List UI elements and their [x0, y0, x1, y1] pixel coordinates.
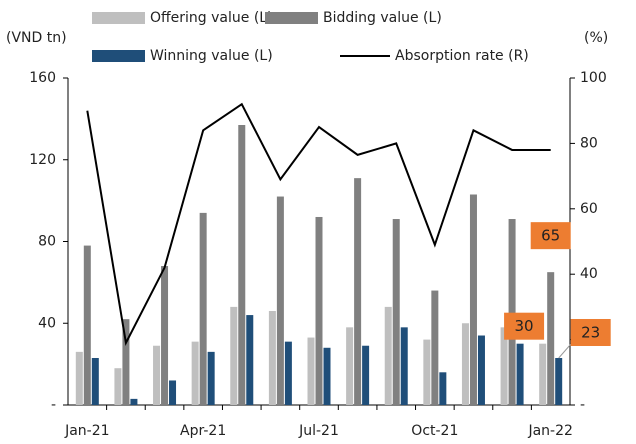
bar	[284, 341, 292, 405]
bar	[238, 125, 246, 405]
bar	[469, 194, 477, 405]
bar	[547, 272, 555, 405]
legend-label: Winning value (L)	[150, 48, 273, 64]
legend-label: Bidding value (L)	[323, 10, 442, 26]
bar	[75, 351, 83, 405]
data-label-box	[570, 318, 611, 346]
bar	[323, 347, 331, 405]
y-tick-label: 120	[29, 152, 56, 168]
bar	[500, 327, 508, 405]
bar	[191, 341, 199, 405]
bar	[508, 219, 516, 405]
data-label: 65	[541, 227, 560, 245]
bar	[153, 345, 161, 405]
bar	[477, 335, 485, 405]
x-tick-label: Oct-21	[411, 423, 458, 439]
data-label-box	[530, 222, 571, 250]
bar	[423, 339, 431, 405]
bar	[169, 380, 177, 405]
legend-swatch	[265, 12, 318, 24]
bar	[246, 315, 254, 405]
bar	[268, 310, 276, 405]
bar	[346, 327, 354, 405]
bar	[114, 368, 122, 405]
y-axis-label: (VND tn)	[6, 30, 67, 46]
bar	[230, 306, 238, 405]
bar	[83, 245, 91, 405]
bar	[439, 372, 447, 405]
bar	[307, 337, 315, 405]
bar	[392, 219, 400, 405]
x-tick-label: Jan-22	[527, 423, 572, 439]
legend-label: Absorption rate (R)	[395, 48, 529, 64]
x-tick-label: Jan-21	[64, 423, 109, 439]
data-label: 30	[515, 317, 534, 335]
bar	[207, 351, 215, 405]
y-tick-label: 80	[38, 234, 56, 250]
x-tick-label: Jul-21	[298, 423, 339, 439]
data-label: 23	[581, 323, 600, 341]
y2-tick-label: 100	[580, 70, 607, 86]
bar	[354, 178, 362, 405]
y2-tick-label: -	[580, 397, 585, 413]
y2-tick-label: 60	[580, 201, 598, 217]
y-tick-label: 40	[38, 315, 56, 331]
y2-tick-label: 80	[580, 135, 598, 151]
bar	[276, 196, 284, 405]
legend-label: Offering value (L)	[150, 10, 273, 26]
bar	[91, 357, 99, 405]
line	[86, 102, 551, 347]
y-tick-label: 160	[29, 70, 56, 86]
y2-tick-label: 40	[580, 266, 598, 282]
bar	[555, 357, 563, 405]
bar	[516, 343, 524, 405]
x-tick-label: Apr-21	[180, 423, 226, 439]
bar	[161, 266, 169, 405]
bar	[384, 306, 392, 405]
bar	[122, 319, 130, 405]
legend-swatch	[92, 12, 145, 24]
data-label-box	[504, 312, 545, 340]
y-tick-label: -	[51, 397, 56, 413]
bar	[539, 343, 547, 405]
bar	[199, 212, 207, 405]
bar	[431, 290, 439, 405]
bar	[130, 398, 138, 405]
bar	[315, 216, 323, 405]
bar	[400, 327, 408, 405]
legend-swatch	[92, 50, 145, 62]
bar	[461, 323, 469, 405]
label-leader	[558, 341, 574, 359]
bar	[362, 345, 370, 405]
y2-axis-label: (%)	[584, 30, 608, 46]
